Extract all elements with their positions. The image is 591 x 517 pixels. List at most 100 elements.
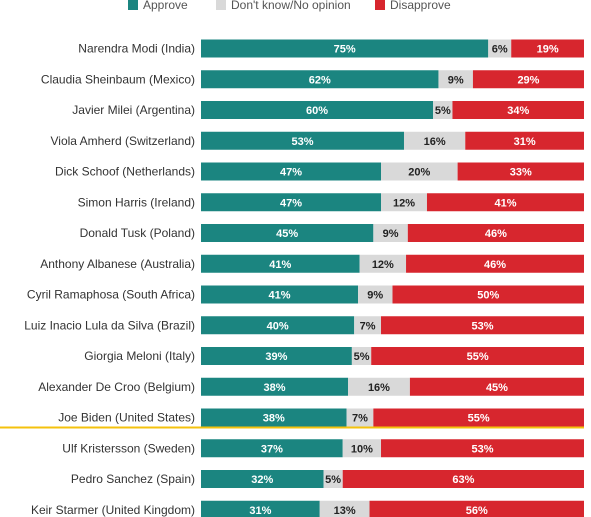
data-label-approve: 47% bbox=[280, 197, 302, 209]
data-label-don-t-know-no-opinion: 12% bbox=[393, 197, 415, 209]
row-label: Narendra Modi (India) bbox=[78, 42, 195, 56]
bar-don-t-know-no-opinion bbox=[488, 39, 512, 58]
row-label: Cyril Ramaphosa (South Africa) bbox=[27, 288, 195, 302]
data-label-don-t-know-no-opinion: 7% bbox=[360, 320, 376, 332]
chart-row-alexander-de-croo-belgium: Alexander De Croo (Belgium) 38% 16% 45% bbox=[38, 377, 584, 396]
chart-row-claudia-sheinbaum-mexico: Claudia Sheinbaum (Mexico) 62% 9% 29% bbox=[41, 70, 584, 89]
data-label-don-t-know-no-opinion: 9% bbox=[367, 290, 383, 302]
data-label-approve: 62% bbox=[309, 74, 331, 86]
bar-disapprove bbox=[406, 254, 584, 273]
bar-approve bbox=[201, 285, 359, 304]
bar-disapprove bbox=[373, 408, 584, 427]
bar-approve bbox=[201, 316, 355, 335]
data-label-approve: 31% bbox=[249, 505, 271, 517]
data-label-disapprove: 31% bbox=[514, 136, 536, 148]
bar-disapprove bbox=[511, 39, 584, 58]
bar-don-t-know-no-opinion bbox=[358, 285, 393, 304]
chart-row-simon-harris-ireland: Simon Harris (Ireland) 47% 12% 41% bbox=[78, 193, 584, 212]
data-label-don-t-know-no-opinion: 20% bbox=[408, 167, 430, 179]
bar-don-t-know-no-opinion bbox=[438, 70, 473, 89]
bar-approve bbox=[201, 224, 374, 242]
chart-row-viola-amherd-switzerland: Viola Amherd (Switzerland) 53% 16% 31% bbox=[50, 131, 584, 150]
data-label-don-t-know-no-opinion: 5% bbox=[354, 351, 370, 363]
data-label-approve: 32% bbox=[251, 474, 273, 486]
data-label-disapprove: 19% bbox=[537, 44, 559, 56]
chart-row-giorgia-meloni-italy: Giorgia Meloni (Italy) 39% 5% 55% bbox=[84, 347, 584, 365]
chart-row-pedro-sanchez-spain: Pedro Sanchez (Spain) 32% 5% 63% bbox=[71, 470, 584, 488]
bar-don-t-know-no-opinion bbox=[351, 347, 372, 365]
legend: Approve Don't know/No opinion Disapprove bbox=[128, 0, 451, 12]
chart-row-donald-tusk-poland: Donald Tusk (Poland) 45% 9% 46% bbox=[80, 224, 584, 242]
row-label: Javier Milei (Argentina) bbox=[72, 103, 195, 117]
data-label-approve: 45% bbox=[276, 228, 298, 240]
data-label-disapprove: 34% bbox=[507, 105, 529, 117]
bar-disapprove bbox=[472, 70, 584, 89]
bar-disapprove bbox=[465, 131, 584, 150]
bar-don-t-know-no-opinion bbox=[433, 101, 453, 119]
data-label-approve: 39% bbox=[265, 351, 287, 363]
bar-disapprove bbox=[452, 101, 584, 119]
data-label-approve: 53% bbox=[291, 136, 313, 148]
legend-label-don-t-know-no-opinion: Don't know/No opinion bbox=[231, 0, 351, 12]
bar-approve bbox=[201, 39, 489, 58]
data-label-disapprove: 33% bbox=[510, 167, 532, 179]
data-label-disapprove: 63% bbox=[452, 474, 474, 486]
data-label-don-t-know-no-opinion: 7% bbox=[352, 413, 368, 425]
bar-approve bbox=[201, 500, 320, 517]
chart-row-ulf-kristersson-sweden: Ulf Kristersson (Sweden) 37% 10% 53% bbox=[62, 439, 584, 458]
bar-approve bbox=[201, 254, 360, 273]
bar-don-t-know-no-opinion bbox=[348, 377, 410, 396]
bar-don-t-know-no-opinion bbox=[381, 193, 427, 212]
bar-approve bbox=[201, 193, 382, 212]
chart-row-narendra-modi-india: Narendra Modi (India) 75% 6% 19% bbox=[78, 39, 584, 58]
chart-row-dick-schoof-netherlands: Dick Schoof (Netherlands) 47% 20% 33% bbox=[55, 162, 584, 181]
legend-label-approve: Approve bbox=[143, 0, 188, 12]
bar-don-t-know-no-opinion bbox=[373, 224, 408, 242]
bar-disapprove bbox=[457, 162, 584, 181]
bar-disapprove bbox=[407, 224, 584, 242]
data-label-approve: 38% bbox=[263, 413, 285, 425]
legend-swatch-don-t-know-no-opinion bbox=[216, 0, 226, 10]
bar-approve bbox=[201, 347, 352, 365]
row-label: Donald Tusk (Poland) bbox=[80, 226, 195, 240]
bar-approve bbox=[201, 131, 404, 150]
data-label-don-t-know-no-opinion: 5% bbox=[435, 105, 451, 117]
data-label-disapprove: 50% bbox=[477, 290, 499, 302]
chart-row-anthony-albanese-australia: Anthony Albanese (Australia) 41% 12% 46% bbox=[40, 254, 584, 273]
bar-disapprove bbox=[381, 439, 584, 458]
data-label-disapprove: 46% bbox=[484, 259, 506, 271]
bar-disapprove bbox=[342, 470, 584, 488]
data-label-disapprove: 56% bbox=[466, 505, 488, 517]
row-label: Viola Amherd (Switzerland) bbox=[50, 134, 195, 148]
legend-label-disapprove: Disapprove bbox=[390, 0, 451, 12]
bar-don-t-know-no-opinion bbox=[342, 439, 382, 458]
row-label: Pedro Sanchez (Spain) bbox=[71, 472, 195, 486]
row-label: Alexander De Croo (Belgium) bbox=[38, 380, 195, 394]
bar-disapprove bbox=[409, 377, 584, 396]
data-label-don-t-know-no-opinion: 12% bbox=[372, 259, 394, 271]
data-label-approve: 47% bbox=[280, 167, 302, 179]
bar-approve bbox=[201, 439, 343, 458]
bar-disapprove bbox=[381, 316, 584, 335]
row-label: Keir Starmer (United Kingdom) bbox=[31, 503, 195, 517]
chart-row-luiz-inacio-lula-da-silva-brazil: Luiz Inacio Lula da Silva (Brazil) 40% 7% 5… bbox=[24, 316, 584, 335]
data-label-don-t-know-no-opinion: 9% bbox=[448, 74, 464, 86]
bar-disapprove bbox=[369, 500, 584, 517]
bar-don-t-know-no-opinion bbox=[323, 470, 343, 488]
data-label-disapprove: 29% bbox=[517, 74, 539, 86]
data-label-don-t-know-no-opinion: 5% bbox=[325, 474, 341, 486]
data-label-disapprove: 55% bbox=[468, 413, 490, 425]
row-label: Simon Harris (Ireland) bbox=[78, 195, 195, 209]
bar-approve bbox=[201, 101, 434, 119]
data-label-approve: 38% bbox=[263, 382, 285, 394]
data-label-approve: 41% bbox=[268, 290, 290, 302]
data-label-approve: 37% bbox=[261, 443, 283, 455]
bar-disapprove bbox=[392, 285, 584, 304]
data-label-disapprove: 53% bbox=[471, 443, 493, 455]
bar-don-t-know-no-opinion bbox=[359, 254, 407, 273]
data-label-disapprove: 41% bbox=[494, 197, 516, 209]
data-label-disapprove: 53% bbox=[471, 320, 493, 332]
row-label: Ulf Kristersson (Sweden) bbox=[62, 441, 195, 455]
data-label-disapprove: 55% bbox=[467, 351, 489, 363]
